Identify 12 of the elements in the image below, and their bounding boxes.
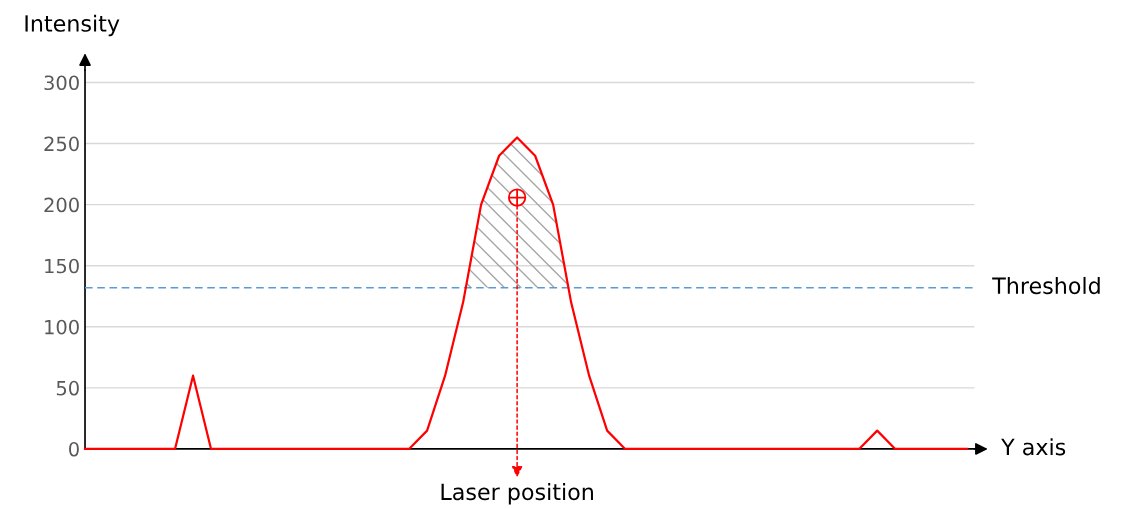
y-axis-title: Intensity — [25, 14, 120, 37]
text: Laser position — [441, 483, 593, 505]
y-tick-label: 300 — [44, 75, 79, 91]
y-tick-label: 0 — [69, 441, 79, 457]
y-tick-label: 50 — [56, 380, 79, 396]
y-tick-label: 150 — [45, 258, 79, 274]
ref-line-label: Threshold — [992, 276, 1100, 295]
y-tick-label: 100 — [45, 319, 79, 335]
y-tick-label: 250 — [44, 136, 79, 152]
line-series — [83, 136, 969, 451]
y-tick-label: 200 — [44, 197, 79, 213]
x-axis-title: Y axis — [1001, 438, 1066, 456]
